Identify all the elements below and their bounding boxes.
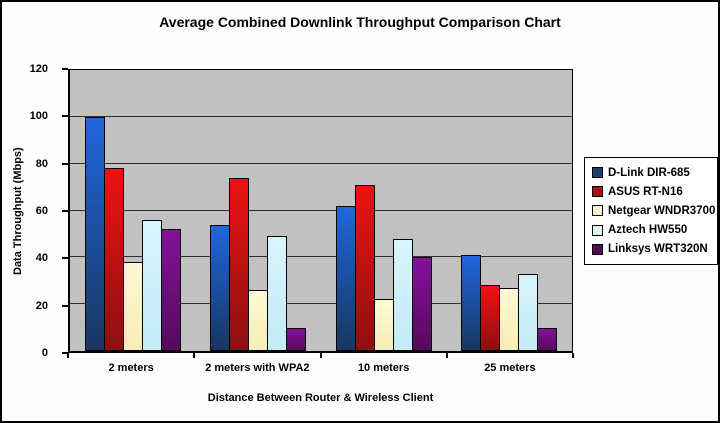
legend-swatch — [592, 167, 603, 179]
bar — [84, 116, 105, 351]
gridline — [70, 256, 572, 258]
legend-label: Netgear WNDR3700 — [608, 204, 716, 217]
gridline — [70, 162, 572, 164]
y-tick-label: 20 — [35, 299, 48, 312]
bar — [499, 287, 520, 351]
legend-swatch — [592, 186, 603, 198]
bar — [411, 257, 432, 351]
legend-item: Aztech HW550 — [592, 224, 710, 236]
y-tick-mark — [62, 115, 68, 118]
legend-swatch — [592, 224, 603, 236]
legend-swatch — [592, 243, 603, 255]
x-tick-mark — [193, 353, 196, 358]
legend-item: ASUS RT-N16 — [592, 186, 710, 198]
y-tick-label: 0 — [41, 347, 48, 359]
bar-groups — [70, 70, 572, 351]
bar — [229, 177, 250, 351]
bar-group — [196, 70, 322, 351]
legend-swatch — [592, 205, 603, 217]
x-category-label: 2 meters — [108, 362, 154, 374]
legend: D-Link DIR-685 ASUS RT-N16 Netgear WNDR370… — [584, 157, 718, 265]
y-tick-mark — [62, 352, 68, 354]
gridline — [70, 115, 572, 117]
chart-title: Average Combined Downlink Throughput Com… — [159, 14, 561, 30]
x-category-label: 2 meters with WPA2 — [205, 362, 310, 374]
legend-item: Netgear WNDR3700 — [592, 205, 715, 217]
bar — [141, 219, 162, 351]
bar — [392, 238, 413, 351]
legend-label: D-Link DIR-685 — [608, 166, 690, 179]
x-category-label: 10 meters — [357, 362, 410, 374]
y-tick-mark — [62, 304, 68, 307]
bar — [248, 290, 269, 351]
y-tick-mark — [62, 162, 68, 165]
y-tick-label: 80 — [35, 157, 48, 170]
bar — [122, 262, 143, 351]
legend-label: ASUS RT-N16 — [608, 185, 683, 198]
bar-group — [321, 70, 447, 351]
y-axis-tick-marks — [62, 68, 68, 354]
legend-item: D-Link DIR-685 — [592, 167, 710, 179]
bar — [354, 184, 375, 351]
y-tick-label: 100 — [29, 110, 48, 123]
y-tick-mark — [62, 257, 68, 260]
x-tick-mark — [572, 353, 574, 358]
legend-item: Linksys WRT320N — [592, 243, 710, 255]
legend-label: Linksys WRT320N — [608, 243, 708, 256]
gridline — [70, 209, 572, 211]
bar — [335, 205, 356, 351]
plot-area — [68, 69, 573, 353]
x-axis-category-labels: 2 meters 2 meters with WPA2 10 meters 25 me… — [68, 362, 573, 374]
bar — [160, 229, 181, 351]
y-tick-mark — [62, 68, 68, 70]
legend-label: Aztech HW550 — [608, 224, 688, 237]
bar — [210, 224, 231, 351]
gridline — [70, 303, 572, 305]
x-tick-mark — [319, 353, 322, 358]
bar-group — [447, 70, 573, 351]
y-tick-label: 60 — [35, 205, 48, 217]
bar — [480, 285, 501, 351]
bar — [518, 273, 539, 351]
bar — [537, 327, 558, 351]
x-axis-title: Distance Between Router & Wireless Clien… — [207, 392, 434, 404]
y-tick-label: 120 — [29, 63, 48, 75]
x-tick-mark — [445, 353, 448, 358]
bar-group — [70, 70, 196, 351]
bar — [373, 299, 394, 351]
bar — [267, 236, 288, 351]
x-axis-tick-marks — [67, 353, 574, 358]
y-tick-mark — [62, 210, 68, 212]
y-tick-label: 40 — [35, 252, 48, 265]
y-axis-tick-labels: 0 20 40 60 80 100 120 — [2, 63, 60, 359]
x-tick-mark — [67, 353, 69, 358]
bar — [103, 168, 124, 351]
bar — [286, 327, 307, 351]
x-category-label: 25 meters — [484, 362, 536, 374]
bar — [461, 255, 482, 351]
